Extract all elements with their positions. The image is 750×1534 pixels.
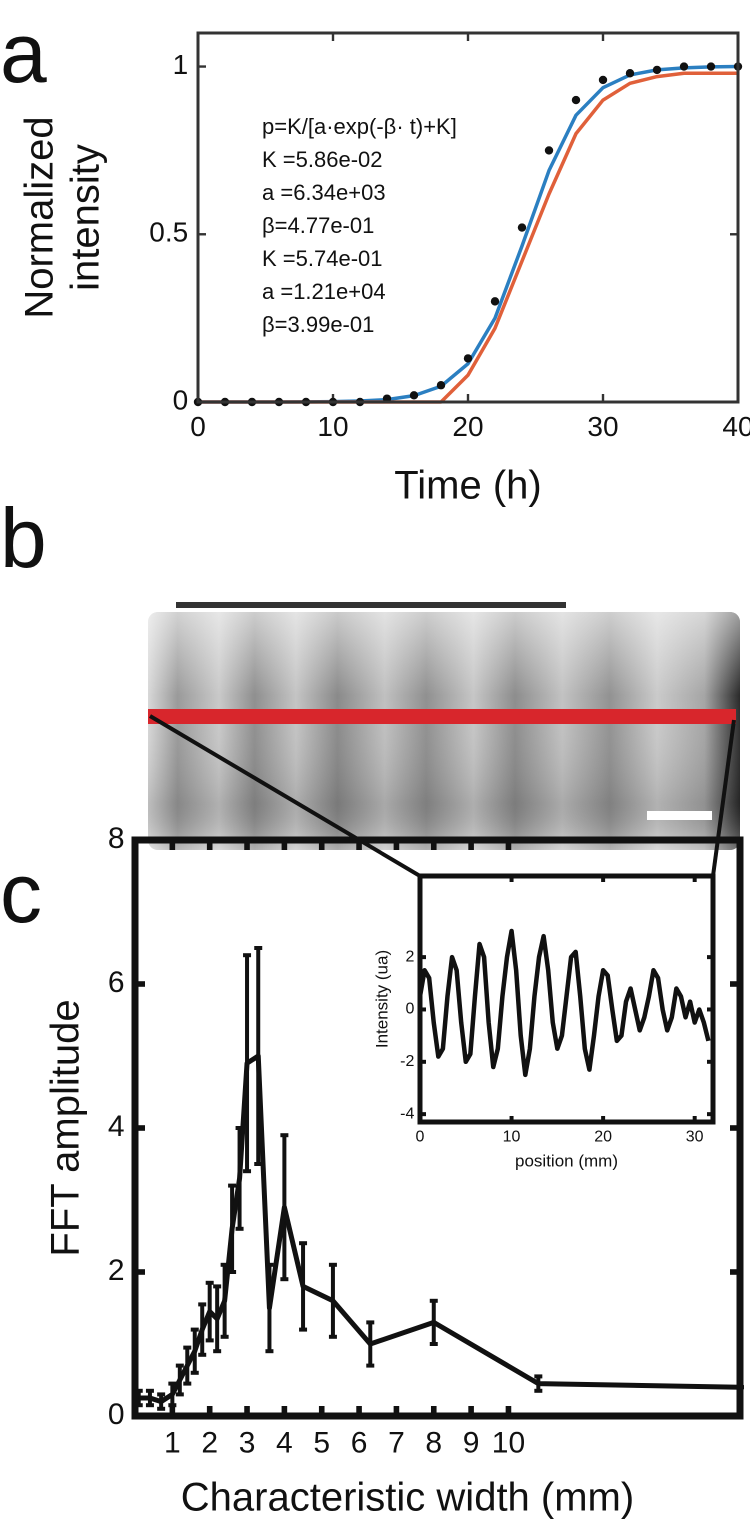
x-tick-label: 9 bbox=[463, 1426, 480, 1459]
x-tick-label: 10 bbox=[492, 1426, 525, 1459]
data-line bbox=[138, 1053, 741, 1405]
x-tick-label: 40 bbox=[722, 411, 750, 442]
profile-line bbox=[148, 709, 736, 724]
data-point bbox=[463, 354, 473, 363]
x-tick-label: 30 bbox=[686, 1128, 704, 1145]
x-tick-label: 7 bbox=[388, 1426, 405, 1459]
x-tick-label: 3 bbox=[239, 1426, 256, 1459]
x-tick-label: 6 bbox=[351, 1426, 368, 1459]
plot-frame bbox=[417, 873, 716, 1125]
x-tick-label: 0 bbox=[190, 411, 206, 442]
data-point bbox=[517, 223, 527, 232]
y-axis-title: FFT amplitude bbox=[44, 999, 88, 1256]
data-line bbox=[417, 928, 711, 1078]
panel-b-image bbox=[148, 602, 740, 878]
data-point bbox=[652, 65, 662, 75]
y-tick-label: 6 bbox=[108, 966, 125, 999]
data-point bbox=[571, 95, 581, 105]
y-tick-label: 1 bbox=[173, 49, 189, 80]
annotation: β=3.99e-01 bbox=[262, 312, 374, 337]
annotation: K =5.74e-01 bbox=[262, 246, 382, 271]
annotation: K =5.86e-02 bbox=[262, 147, 382, 172]
data-point bbox=[598, 75, 608, 85]
y-axis-title: Intensity (ua) bbox=[372, 950, 391, 1048]
data-point bbox=[625, 69, 635, 78]
y-tick-label: 0 bbox=[173, 384, 189, 415]
photo-shade bbox=[148, 612, 740, 850]
x-tick-label: 2 bbox=[201, 1426, 218, 1459]
data-point bbox=[544, 146, 554, 155]
annotation: a =1.21e+04 bbox=[262, 279, 386, 304]
x-axis-title: Time (h) bbox=[394, 464, 541, 508]
photo-top-edge bbox=[176, 602, 566, 608]
panel-label: c bbox=[0, 846, 42, 940]
zoom-line bbox=[148, 714, 422, 878]
y-axis-title: intensity bbox=[64, 144, 108, 291]
y-axis-title: Normalized bbox=[18, 116, 62, 318]
x-axis-title: Characteristic width (mm) bbox=[181, 1476, 634, 1520]
x-tick-label: 0 bbox=[416, 1128, 425, 1145]
panel-label: a bbox=[0, 6, 47, 100]
y-tick-label: 0 bbox=[108, 1398, 125, 1431]
data-point bbox=[409, 391, 419, 400]
y-tick-label: 2 bbox=[405, 948, 414, 965]
data-point bbox=[436, 381, 446, 390]
y-tick-label: 8 bbox=[108, 822, 125, 855]
annotation: p=K/[a·exp(-β· t)+K] bbox=[262, 114, 457, 139]
y-tick-label: 4 bbox=[108, 1110, 125, 1143]
x-tick-label: 20 bbox=[452, 411, 483, 442]
x-axis-title: position (mm) bbox=[515, 1151, 618, 1170]
x-tick-label: 30 bbox=[587, 411, 618, 442]
panel-label: b bbox=[0, 491, 47, 585]
x-tick-label: 4 bbox=[276, 1426, 293, 1459]
zoom-line bbox=[711, 719, 736, 877]
y-tick-label: 0.5 bbox=[149, 217, 188, 248]
scale-bar bbox=[647, 811, 712, 820]
annotation: a =6.34e+03 bbox=[262, 180, 386, 205]
x-tick-label: 8 bbox=[425, 1426, 442, 1459]
plot-frame bbox=[196, 31, 740, 404]
x-tick-label: 5 bbox=[313, 1426, 330, 1459]
y-tick-label: -4 bbox=[400, 1105, 414, 1122]
x-tick-label: 1 bbox=[164, 1426, 181, 1459]
y-tick-label: 2 bbox=[108, 1254, 125, 1287]
data-point bbox=[679, 62, 689, 71]
annotation: β=4.77e-01 bbox=[262, 213, 374, 238]
data-point bbox=[706, 62, 716, 71]
y-tick-label: 0 bbox=[405, 1001, 414, 1018]
data-point bbox=[490, 297, 500, 306]
y-tick-label: -2 bbox=[400, 1053, 414, 1070]
x-tick-label: 20 bbox=[594, 1128, 612, 1145]
x-tick-label: 10 bbox=[503, 1128, 521, 1145]
plot-frame bbox=[131, 836, 744, 1420]
x-tick-label: 10 bbox=[317, 411, 348, 442]
